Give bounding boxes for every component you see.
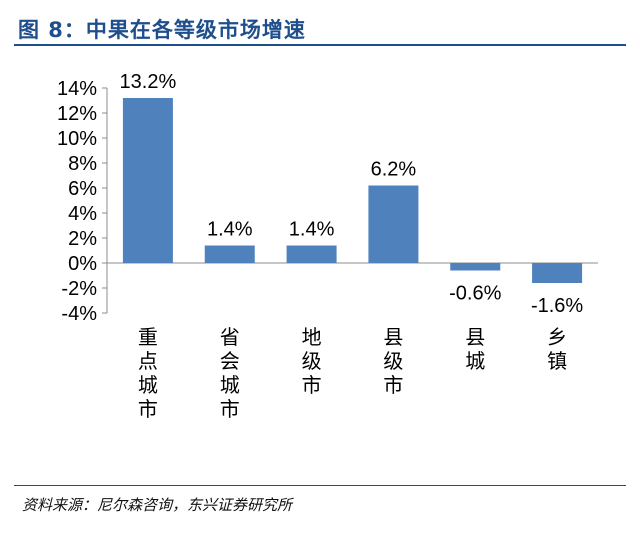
- chart-title: 图 8：中果在各等级市场增速: [18, 18, 306, 42]
- title-bar: 图 8：中果在各等级市场增速: [14, 10, 626, 46]
- y-tick-label: -2%: [61, 278, 97, 300]
- x-category-label: 乡镇: [547, 327, 567, 373]
- x-category-label: 省会城市: [220, 326, 240, 421]
- x-category-label: 重点城市: [138, 326, 158, 421]
- data-label: 1.4%: [207, 219, 253, 241]
- y-tick-label: 2%: [68, 228, 97, 250]
- data-label: 6.2%: [371, 159, 417, 181]
- y-tick-label: -4%: [61, 303, 97, 325]
- y-tick-label: 8%: [68, 153, 97, 175]
- y-tick-label: 6%: [68, 178, 97, 200]
- bar: [204, 245, 255, 263]
- x-category-label: 县级市: [383, 327, 403, 397]
- data-label: 13.2%: [120, 71, 177, 93]
- bar: [286, 245, 337, 263]
- source-note: 资料来源：尼尔森咨询，东兴证券研究所: [22, 496, 293, 514]
- data-label: -1.6%: [531, 295, 583, 317]
- y-tick-label: 0%: [68, 253, 97, 275]
- x-category-label: 县城: [465, 327, 485, 373]
- data-label: -0.6%: [449, 283, 501, 305]
- data-label: 1.4%: [289, 219, 335, 241]
- footer-divider: [14, 485, 626, 486]
- bar: [450, 263, 501, 271]
- x-category-label: 地级市: [302, 326, 322, 397]
- bar: [532, 263, 583, 283]
- bar: [368, 185, 419, 263]
- bar-chart: -4% -2% 0% 2% 4% 6% 8% 10% 12% 14% 13.2% 重点城市 1.4% 省会…: [57, 71, 598, 421]
- y-tick-label: 10%: [57, 128, 97, 150]
- y-tick-label: 14%: [57, 78, 97, 100]
- bar: [122, 98, 173, 263]
- y-tick-label: 12%: [57, 103, 97, 125]
- y-tick-label: 4%: [68, 203, 97, 225]
